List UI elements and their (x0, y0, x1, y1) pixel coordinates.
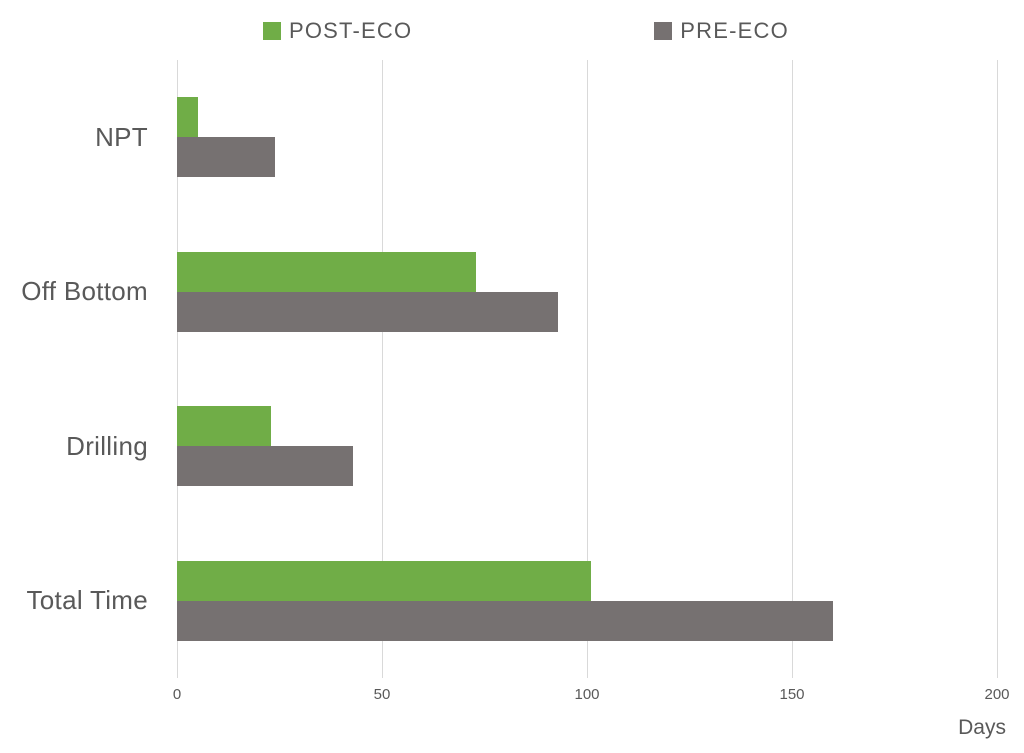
x-tick-label-150: 150 (779, 686, 805, 703)
plot-area (177, 60, 998, 679)
x-tick-label-200: 200 (984, 686, 1010, 703)
bar-post-eco-npt (177, 97, 198, 138)
legend-item-pre-eco: PRE-ECO (654, 18, 789, 44)
category-axis: NPT Off Bottom Drilling Total Time (0, 60, 148, 678)
bar-post-eco-off-bottom (177, 251, 477, 292)
bar-pre-eco-drilling (177, 446, 354, 487)
bar-post-eco-drilling (177, 406, 272, 447)
gridline-100 (587, 60, 588, 678)
bar-group-off-bottom (177, 215, 997, 370)
legend-swatch-pre-eco-icon (654, 22, 673, 40)
gridline-200 (997, 60, 998, 678)
bar-pre-eco-total-time (177, 600, 833, 641)
gridline-50 (382, 60, 383, 678)
legend-swatch-post-eco-icon (263, 22, 281, 40)
chart-legend: POST-ECO PRE-ECO (263, 18, 789, 44)
bar-pre-eco-npt (177, 137, 276, 178)
legend-item-post-eco: POST-ECO (263, 18, 412, 44)
bar-post-eco-total-time (177, 560, 592, 601)
bar-group-drilling (177, 369, 997, 524)
bar-group-npt (177, 60, 997, 215)
x-tick-label-100: 100 (574, 686, 600, 703)
bar-pre-eco-off-bottom (177, 291, 559, 332)
x-axis-ticks: 0 50 100 150 200 (173, 686, 1010, 706)
category-label-off-bottom: Off Bottom (21, 276, 148, 307)
x-axis-label: Days (958, 716, 1006, 739)
legend-label-post-eco: POST-ECO (289, 18, 413, 43)
category-label-drilling: Drilling (66, 430, 148, 461)
gridline-150 (792, 60, 793, 678)
category-label-npt: NPT (95, 121, 148, 152)
x-tick-label-50: 50 (373, 686, 391, 703)
bar-group-total-time (177, 524, 997, 679)
x-tick-label-0: 0 (172, 686, 182, 703)
gridline-0 (177, 60, 178, 678)
category-label-total-time: Total Time (26, 585, 148, 616)
legend-label-pre-eco: PRE-ECO (680, 18, 789, 43)
